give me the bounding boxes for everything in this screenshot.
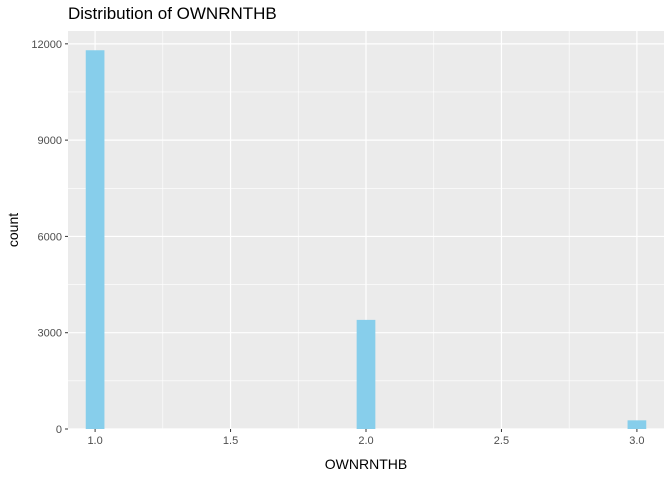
histogram-bar-1	[85, 50, 105, 430]
y-tick-label: 0	[56, 424, 62, 436]
x-tick-label: 2.0	[358, 435, 373, 447]
x-tick-label: 1.0	[87, 435, 102, 447]
x-axis: 1.0 1.5 2.0 2.5 3.0	[87, 429, 645, 447]
histogram-bar-3	[627, 420, 647, 429]
y-tick-label: 12000	[31, 39, 62, 51]
y-axis: 0 3000 6000 9000 12000	[31, 39, 68, 436]
y-axis-title: count	[5, 213, 21, 247]
x-tick-label: 3.0	[629, 435, 644, 447]
x-tick-label: 2.5	[494, 435, 509, 447]
major-grid	[68, 31, 664, 430]
bars	[85, 50, 647, 430]
x-tick-label: 1.5	[223, 435, 238, 447]
chart-title: Distribution of OWNRNTHB	[68, 4, 277, 23]
y-tick-label: 3000	[38, 328, 62, 340]
histogram-bar-2	[356, 319, 376, 429]
y-tick-label: 6000	[38, 231, 62, 243]
y-tick-label: 9000	[38, 135, 62, 147]
x-axis-title: OWNRNTHB	[325, 456, 407, 472]
